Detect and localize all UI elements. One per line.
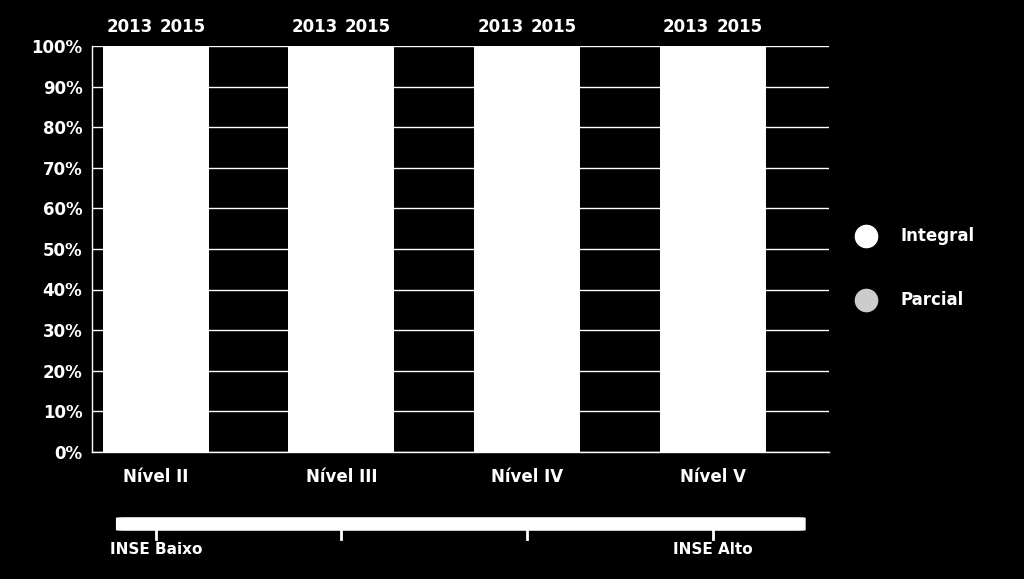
Text: INSE Alto: INSE Alto bbox=[673, 542, 753, 557]
Bar bbox=[474, 46, 527, 452]
Bar bbox=[713, 46, 766, 452]
Bar bbox=[527, 46, 581, 452]
FancyBboxPatch shape bbox=[117, 518, 805, 530]
Text: Integral: Integral bbox=[901, 228, 975, 245]
Bar bbox=[341, 46, 394, 452]
Bar bbox=[156, 46, 209, 452]
Text: Parcial: Parcial bbox=[901, 291, 964, 309]
Bar bbox=[659, 46, 713, 452]
Bar bbox=[102, 46, 156, 452]
Text: INSE Baixo: INSE Baixo bbox=[110, 542, 202, 557]
Bar bbox=[289, 46, 341, 452]
